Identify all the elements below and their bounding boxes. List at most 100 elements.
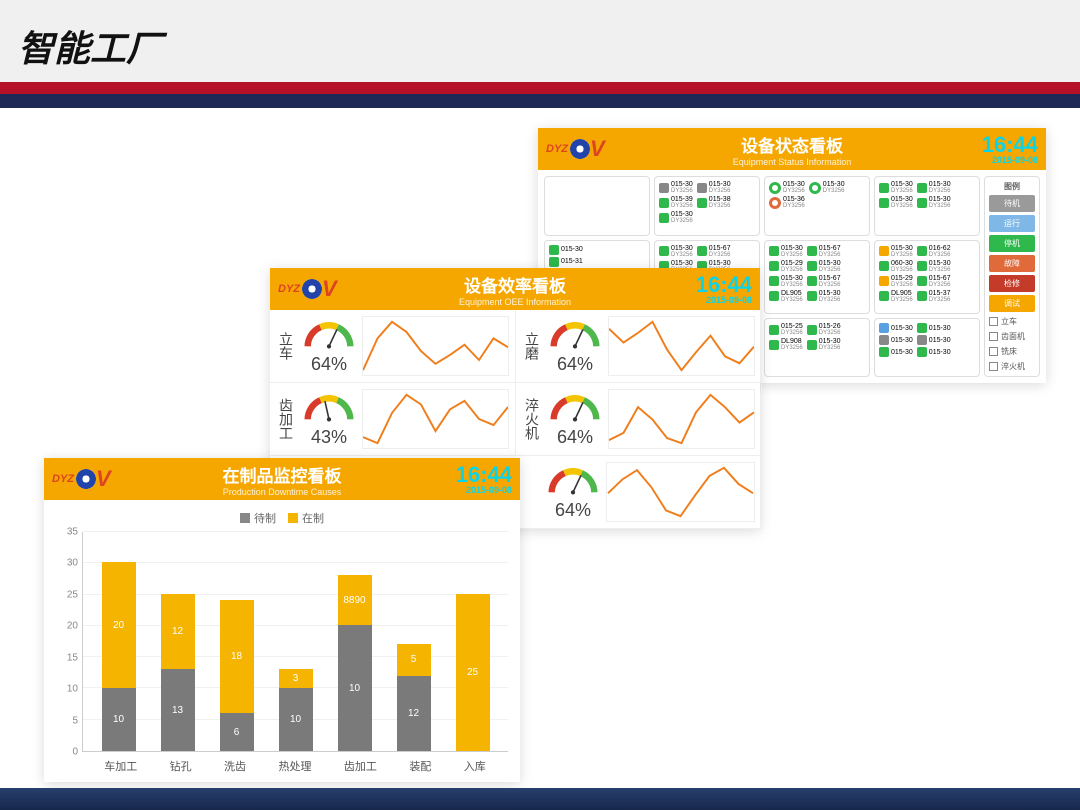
- gauge: 43%: [302, 390, 356, 448]
- equipment-item: 015-30DY3256: [879, 181, 913, 194]
- title-bar: 智能工厂: [0, 0, 1080, 82]
- oee-label: 齿加工: [276, 398, 296, 440]
- panel-bars-header: DYZ V 在制品监控看板 Production Downtime Causes…: [44, 458, 520, 500]
- clock: 16:44 2015-09-08: [696, 274, 752, 305]
- y-tick: 30: [67, 558, 78, 569]
- legend-item: 待制: [240, 510, 276, 526]
- y-tick: 15: [67, 652, 78, 663]
- red-stripe: [0, 82, 1080, 94]
- equipment-item: 015-30: [917, 323, 951, 333]
- bar-seg-yellow: 8890: [338, 575, 372, 625]
- equipment-item: 060-30DY3256: [879, 260, 913, 273]
- status-cell: 015-30DY3256 016-62DY3256 060-30DY3256 015-…: [874, 240, 980, 315]
- x-tick: 车加工: [104, 758, 137, 774]
- logo-ring-icon: [570, 139, 590, 159]
- bar-seg-gray: 12: [397, 676, 431, 751]
- logo: DYZ V: [52, 466, 111, 492]
- equipment-item: 015-30DY3256: [659, 245, 693, 258]
- y-tick: 0: [72, 747, 78, 758]
- equipment-item: 015-39DY3256: [659, 196, 693, 209]
- x-tick: 钻孔: [170, 758, 192, 774]
- logo-ring-icon: [76, 469, 96, 489]
- legend-chip: 停机: [989, 235, 1035, 252]
- page-title: 智能工厂: [18, 20, 1062, 72]
- x-axis: 车加工钻孔洗齿热处理齿加工装配入库: [82, 752, 508, 774]
- y-tick: 25: [67, 589, 78, 600]
- equipment-item: 015-26DY3256: [807, 323, 841, 336]
- x-tick: 齿加工: [344, 758, 377, 774]
- equipment-item: 015-29DY3256: [769, 260, 803, 273]
- bar-seg-gray: 10: [279, 688, 313, 751]
- gauge-value: 64%: [546, 500, 600, 521]
- oee-item: 立磨 64%: [516, 310, 762, 383]
- equipment-item: 015-67DY3256: [807, 275, 841, 288]
- legend-checkbox[interactable]: 立车: [989, 316, 1035, 327]
- footer-stripe: [0, 788, 1080, 810]
- bar: 103: [279, 669, 313, 751]
- panel-oee-title: 设备效率看板 Equipment OEE Information: [459, 272, 571, 307]
- bar-seg-gray: 13: [161, 669, 195, 751]
- gauge-value: 64%: [548, 427, 602, 448]
- legend-chip: 运行: [989, 215, 1035, 232]
- logo: DYZ V: [546, 136, 605, 162]
- equipment-item: 015-30DY3256: [879, 245, 913, 258]
- plot-area: 1020131261810310889012525: [82, 532, 508, 752]
- bar: 1312: [161, 594, 195, 751]
- bars-body: 待制在制 05101520253035 10201312618103108890…: [44, 500, 520, 782]
- equipment-item: 015-38DY3256: [697, 196, 731, 209]
- equipment-item: 015-30DY3256: [807, 260, 841, 273]
- bar-seg-yellow: 25: [456, 594, 490, 751]
- bar-seg-yellow: 5: [397, 644, 431, 675]
- legend-checkbox[interactable]: 淬火机: [989, 361, 1035, 372]
- panel-bars: DYZ V 在制品监控看板 Production Downtime Causes…: [44, 458, 520, 782]
- bar-seg-yellow: 12: [161, 594, 195, 669]
- status-cell: 015-30DY3256 015-30DY3256 015-39DY3256 015-…: [654, 176, 760, 236]
- equipment-item: 015-30DY3256: [917, 260, 951, 273]
- equipment-item: 015-67DY3256: [917, 275, 951, 288]
- legend-checkbox[interactable]: 齿面机: [989, 331, 1035, 342]
- equipment-item: 015-67DY3256: [807, 245, 841, 258]
- oee-item: 64%: [516, 456, 762, 529]
- bar-seg-gray: 10: [102, 688, 136, 751]
- bar: 108890: [338, 575, 372, 751]
- bar: 125: [397, 644, 431, 751]
- bar-seg-gray: 6: [220, 713, 254, 751]
- gauge: 64%: [302, 317, 356, 375]
- status-cell: 015-30DY3256015-30DY3256015-30DY3256015-…: [874, 176, 980, 236]
- legend-chip: 待机: [989, 195, 1035, 212]
- logo-ring-icon: [302, 279, 322, 299]
- equipment-item: DL905DY3256: [879, 290, 913, 303]
- equipment-item: 015-30DY3256: [659, 181, 693, 194]
- y-tick: 10: [67, 684, 78, 695]
- navy-stripe: [0, 94, 1080, 108]
- y-tick: 20: [67, 621, 78, 632]
- bar-seg-gray: 10: [338, 625, 372, 751]
- equipment-item: 015-30: [879, 347, 913, 357]
- bar-seg-yellow: 20: [102, 562, 136, 688]
- status-cell: 015-30015-30015-30015-30015-30015-30: [874, 318, 980, 377]
- x-tick: 入库: [464, 758, 486, 774]
- equipment-item: 015-25DY3256: [769, 323, 803, 336]
- equipment-item: 015-67DY3256: [697, 245, 731, 258]
- status-cell: 015-30DY3256 015-67DY3256 015-29DY3256 015-…: [764, 240, 870, 315]
- panel-bars-title: 在制品监控看板 Production Downtime Causes: [223, 462, 342, 497]
- equipment-item: 015-30DY3256: [697, 181, 731, 194]
- equipment-item: 015-30DY3256: [807, 338, 841, 351]
- equipment-item: 015-29DY3256: [879, 275, 913, 288]
- panel-status-header: DYZ V 设备状态看板 Equipment Status Informatio…: [538, 128, 1046, 170]
- gauge-value: 64%: [548, 354, 602, 375]
- equipment-item: 015-30DY3256: [659, 211, 755, 224]
- equipment-item: 015-30: [879, 323, 913, 333]
- equipment-item: 015-30DY3256: [769, 181, 805, 194]
- clock: 16:44 2015-09-08: [456, 464, 512, 495]
- y-axis: 05101520253035: [56, 532, 82, 752]
- equipment-item: 015-30: [917, 347, 951, 357]
- legend-checkbox[interactable]: 铣床: [989, 346, 1035, 357]
- equipment-item: 016-62DY3256: [917, 245, 951, 258]
- legend-chip: 检修: [989, 275, 1035, 292]
- bar: 1020: [102, 562, 136, 751]
- equipment-item: 015-30: [879, 335, 913, 345]
- equipment-item: 015-30DY3256: [769, 245, 803, 258]
- oee-item: 立车 64%: [270, 310, 516, 383]
- legend-chip: 故障: [989, 255, 1035, 272]
